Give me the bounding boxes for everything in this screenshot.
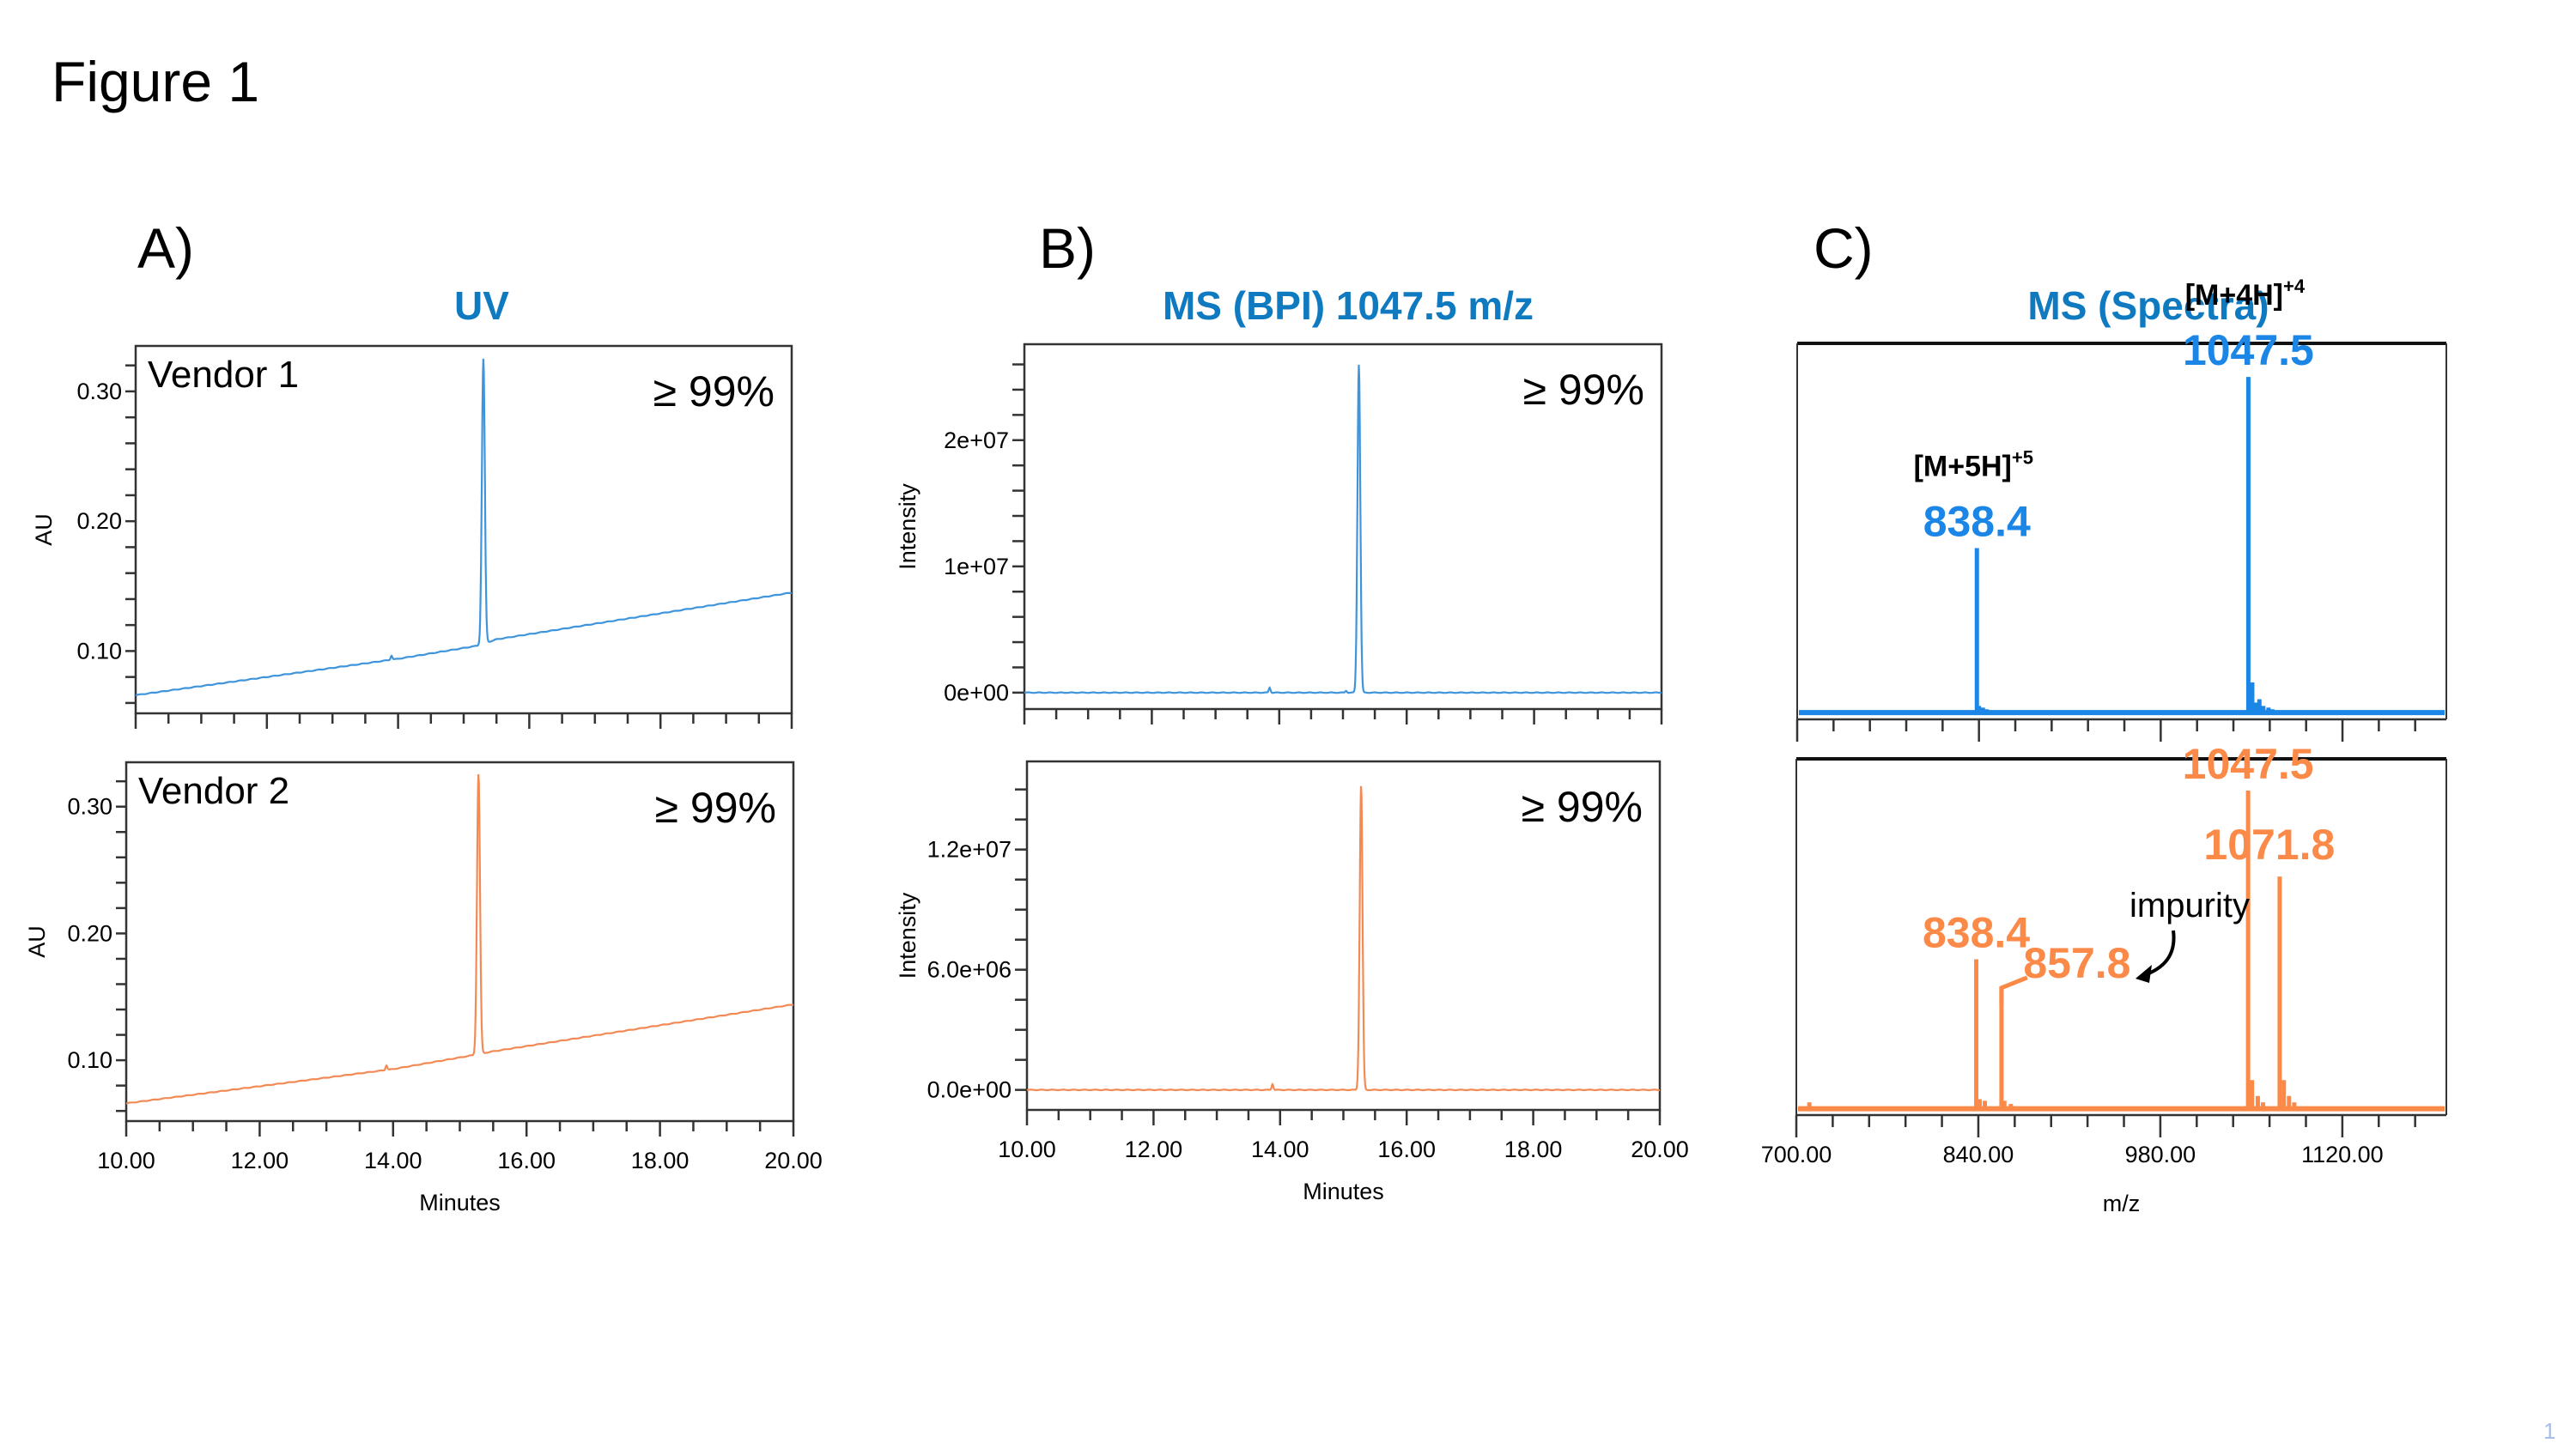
plots-layer: 0.10 0.20 0.30 AU Vendor 1 ≥ 99% 10.00 12.00 14.… <box>24 276 2447 1216</box>
x-tick-label: 12.00 <box>231 1148 289 1173</box>
ion-charge: +5 <box>2012 447 2033 469</box>
x-tick-label: 16.00 <box>497 1148 556 1173</box>
panel-letter-c: C) <box>1814 216 1874 280</box>
x-tick-label: 14.00 <box>1251 1137 1309 1162</box>
purity-label: ≥ 99% <box>1523 366 1644 414</box>
x-tick-label: 14.00 <box>364 1148 422 1173</box>
impurity-arrow <box>2146 930 2176 976</box>
chart-B-vendor2: 10.00 12.00 14.00 16.00 18.00 20.00 Minutes 0.0… <box>895 760 1689 1204</box>
x-tick-label: 20.00 <box>1631 1137 1689 1162</box>
panel-letter-b: B) <box>1039 216 1096 280</box>
x-tick-label: 1120.00 <box>2301 1142 2384 1167</box>
page-number: 1 <box>2543 1418 2555 1444</box>
y-tick-label: 1e+07 <box>944 554 1009 579</box>
chart-A-vendor2: 10.00 12.00 14.00 16.00 18.00 20.00 Minutes 0.1… <box>24 761 823 1216</box>
x-tick-label: 840.00 <box>1943 1142 2014 1167</box>
x-axis-label: m/z <box>2103 1191 2141 1216</box>
ion-formula: [M+5H] <box>1914 451 2012 483</box>
panel-letter-a: A) <box>137 216 194 280</box>
y-tick-label: 0.30 <box>76 379 122 404</box>
chromatogram-trace <box>125 773 794 1105</box>
peak-label: 838.4 <box>1923 908 2030 956</box>
peak-label: 1071.8 <box>2203 821 2335 869</box>
y-tick-label: 0.10 <box>76 638 122 664</box>
chart-A-vendor1: 0.10 0.20 0.30 AU Vendor 1 ≥ 99% <box>31 344 793 729</box>
vendor-label: Vendor 1 <box>148 354 299 396</box>
ion-label: [M+5H]+5 <box>1914 447 2033 483</box>
y-tick-label: 0.0e+00 <box>927 1077 1012 1103</box>
y-tick-label: 1.2e+07 <box>927 837 1012 863</box>
impurity-label: impurity <box>2129 887 2250 925</box>
y-axis-label: Intensity <box>895 892 920 979</box>
x-tick-label: 700.00 <box>1761 1142 1832 1167</box>
x-tick-label: 980.00 <box>2125 1142 2196 1167</box>
y-tick-label: 6.0e+06 <box>927 957 1012 983</box>
peak-label: 1047.5 <box>2183 740 2314 788</box>
x-tick-label: 20.00 <box>764 1148 823 1173</box>
y-axis-label: AU <box>31 513 57 546</box>
chromatogram-trace <box>1024 364 1662 694</box>
chart-B-vendor1: 0e+00 1e+07 2e+07 Intensity ≥ 99% <box>895 343 1663 724</box>
y-tick-label: 0e+00 <box>944 680 1009 706</box>
peak-label: 838.4 <box>1923 498 2031 546</box>
ion-label: [M+4H]+4 <box>2185 276 2306 312</box>
x-axis-label: Minutes <box>419 1190 501 1216</box>
x-tick-label: 12.00 <box>1125 1137 1183 1162</box>
x-tick-label: 16.00 <box>1377 1137 1436 1162</box>
purity-label: ≥ 99% <box>653 367 775 415</box>
label-leader-line <box>1999 975 2028 1005</box>
ion-charge: +4 <box>2283 276 2306 297</box>
column-title-uv: UV <box>454 283 509 328</box>
x-tick-label: 10.00 <box>998 1137 1056 1162</box>
purity-label: ≥ 99% <box>655 784 776 832</box>
x-axis-label: Minutes <box>1303 1179 1384 1204</box>
column-title-ms-bpi: MS (BPI) 1047.5 m/z <box>1163 283 1534 328</box>
column-title-ms-spectra: MS (Spectra) <box>2027 283 2269 328</box>
y-axis-label: Intensity <box>895 483 920 570</box>
chromatogram-trace <box>135 358 793 697</box>
ion-formula: [M+4H] <box>2185 279 2283 312</box>
x-tick-label: 18.00 <box>631 1148 690 1173</box>
chromatogram-trace <box>1026 785 1660 1092</box>
x-tick-label: 18.00 <box>1504 1137 1563 1162</box>
y-tick-label: 0.30 <box>67 794 112 820</box>
impurity-arrowhead <box>2136 965 2152 983</box>
y-tick-label: 0.10 <box>67 1047 112 1073</box>
figure-title: Figure 1 <box>52 50 259 113</box>
y-tick-label: 0.20 <box>76 508 122 534</box>
y-tick-label: 2e+07 <box>944 427 1009 453</box>
vendor-label: Vendor 2 <box>138 770 289 812</box>
peak-label: 857.8 <box>2023 939 2130 987</box>
y-axis-label: AU <box>24 925 50 958</box>
chart-C-vendor1: 838.4 [M+5H]+5 1047.5 [M+4H]+4 <box>1795 276 2447 742</box>
purity-label: ≥ 99% <box>1522 783 1643 831</box>
peak-label: 1047.5 <box>2183 326 2314 374</box>
y-tick-label: 0.20 <box>67 920 112 946</box>
x-tick-label: 10.00 <box>97 1148 155 1173</box>
